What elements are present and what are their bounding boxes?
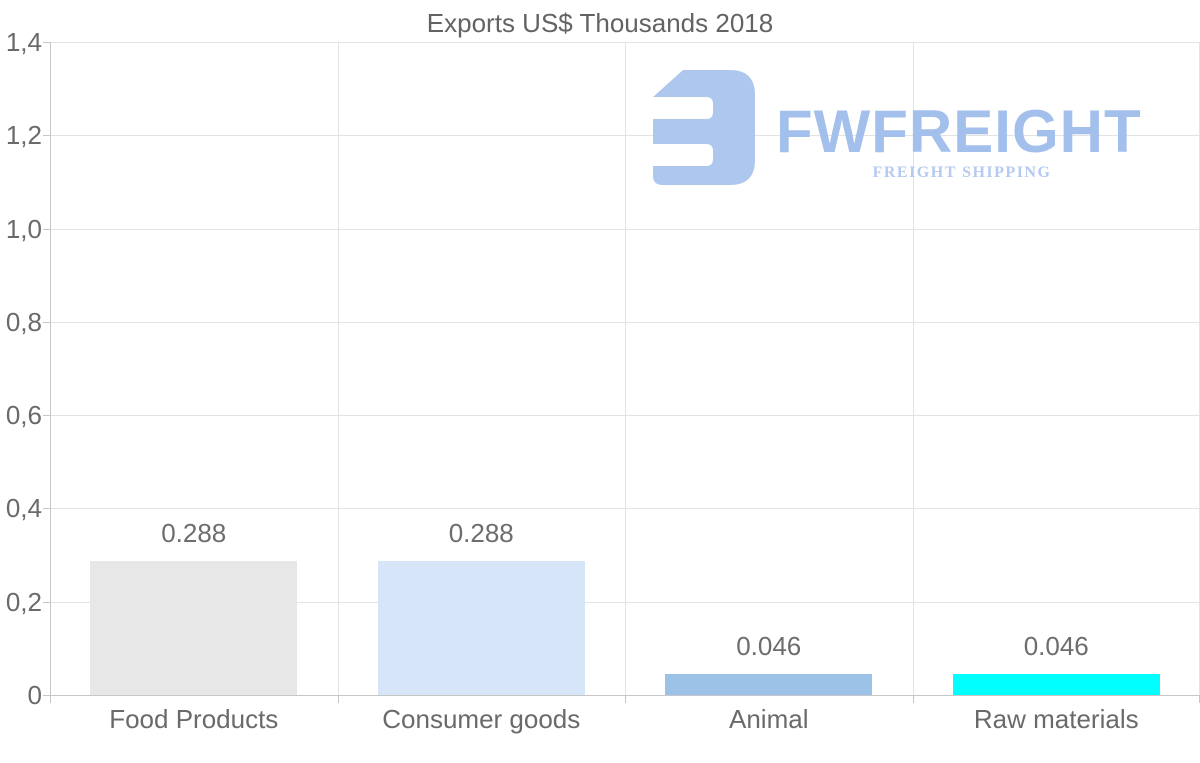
y-tick-mark bbox=[43, 321, 50, 323]
category-column-food-products: 0.288 bbox=[50, 42, 338, 695]
category-column-raw-materials: 0.046 bbox=[913, 42, 1200, 695]
watermark-text: FWFREIGHT FREIGHT SHIPPING bbox=[776, 102, 1148, 185]
y-tick-label: 0,2 bbox=[5, 586, 42, 617]
x-axis-line bbox=[50, 695, 1200, 696]
y-tick-label: 0,8 bbox=[5, 306, 42, 337]
x-axis-label: Animal bbox=[729, 704, 809, 734]
watermark: FWFREIGHT FREIGHT SHIPPING bbox=[653, 70, 1148, 185]
y-tick-mark bbox=[43, 508, 50, 510]
x-tick-mark bbox=[912, 696, 914, 703]
fwfreight-logo-path bbox=[653, 70, 755, 185]
bar-value-label: 0.046 bbox=[1023, 630, 1089, 661]
category-separator-line bbox=[337, 42, 339, 695]
bar-raw-materials bbox=[952, 673, 1160, 695]
y-tick-label: 1,0 bbox=[5, 213, 42, 244]
y-tick-mark bbox=[43, 415, 50, 417]
y-tick-mark bbox=[43, 135, 50, 137]
y-tick-mark bbox=[43, 42, 50, 43]
x-axis-labels: Food Products Consumer goods Animal Raw … bbox=[50, 704, 1200, 735]
y-axis-line bbox=[50, 42, 51, 702]
x-tick-mark bbox=[337, 696, 339, 703]
x-axis-label: Consumer goods bbox=[382, 704, 581, 734]
category-column-consumer-goods: 0.288 bbox=[338, 42, 626, 695]
fwfreight-logo-icon bbox=[653, 70, 755, 185]
y-tick-label: 0,6 bbox=[5, 400, 42, 431]
category-column-animal: 0.046 bbox=[625, 42, 913, 695]
bar-consumer-goods bbox=[377, 560, 585, 695]
y-tick-label: 1,4 bbox=[5, 27, 42, 57]
x-tick-mark bbox=[625, 696, 626, 703]
brand-text: FWFREIGHT bbox=[776, 98, 1142, 165]
plot-area: 0.288 0.288 0.046 0.046 bbox=[50, 42, 1200, 695]
bar-value-label: 0.288 bbox=[161, 517, 227, 548]
y-tick-mark bbox=[43, 228, 50, 230]
chart-title: Exports US$ Thousands 2018 bbox=[426, 8, 774, 38]
y-tick-mark bbox=[43, 695, 50, 696]
y-tick-mark bbox=[43, 601, 50, 603]
bar-value-label: 0.288 bbox=[448, 517, 514, 548]
x-axis-label: Raw materials bbox=[973, 704, 1139, 734]
y-tick-label: 0 bbox=[27, 680, 42, 710]
tagline-text: FREIGHT SHIPPING bbox=[872, 164, 1052, 181]
category-separator-line bbox=[625, 42, 626, 695]
category-separator-line bbox=[912, 42, 914, 695]
y-tick-label: 1,2 bbox=[5, 120, 42, 151]
y-tick-label: 0,4 bbox=[5, 493, 42, 524]
x-axis-label: Food Products bbox=[109, 704, 279, 734]
bar-value-label: 0.046 bbox=[736, 630, 802, 661]
bar-food-products bbox=[90, 560, 298, 695]
bar-animal bbox=[665, 673, 873, 695]
